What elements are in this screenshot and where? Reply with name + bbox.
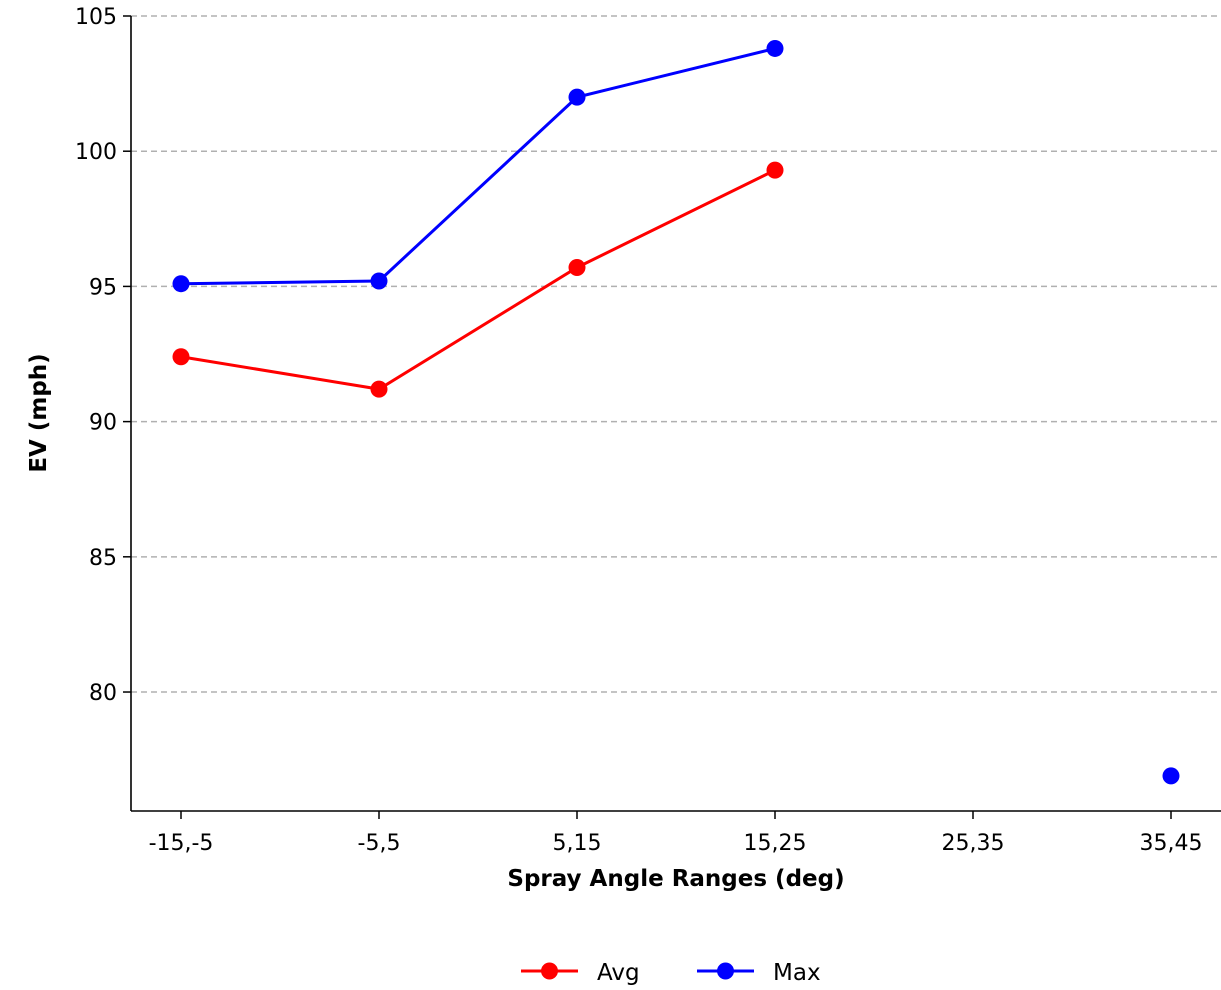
y-axis-title: EV (mph) xyxy=(26,353,52,472)
legend-label-max: Max xyxy=(773,960,821,986)
legend-label-avg: Avg xyxy=(597,960,640,986)
legend: Avg Max xyxy=(521,960,821,986)
legend-marker-max xyxy=(717,962,734,980)
data-point-avg xyxy=(766,161,784,179)
y-tick-label: 105 xyxy=(75,5,117,30)
x-tick-label: -5,5 xyxy=(358,831,401,856)
data-point-max xyxy=(766,39,784,57)
y-tick-label: 80 xyxy=(89,681,117,706)
x-tick-label: 35,45 xyxy=(1140,831,1203,856)
y-tick-label: 85 xyxy=(89,546,117,571)
x-tick-label: 15,25 xyxy=(744,831,807,856)
y-tick-label: 95 xyxy=(89,275,117,300)
y-tick-label: 90 xyxy=(89,411,117,436)
data-point-avg xyxy=(568,258,586,276)
gridlines xyxy=(131,15,1221,693)
x-tick-label: 25,35 xyxy=(942,831,1005,856)
data-point-max xyxy=(568,88,586,106)
data-point-max xyxy=(172,275,190,293)
data-point-max xyxy=(1162,767,1180,785)
x-axis-title: Spray Angle Ranges (deg) xyxy=(507,866,844,892)
x-ticks: -15,-5 -5,5 5,15 15,25 25,35 35,45 xyxy=(149,811,1203,856)
y-ticks: 80 85 90 95 100 105 xyxy=(75,5,131,706)
legend-marker-avg xyxy=(541,962,558,980)
data-point-avg xyxy=(370,380,388,398)
axes xyxy=(130,16,1221,812)
x-tick-label: -15,-5 xyxy=(149,831,214,856)
series-line-max xyxy=(180,46,776,286)
series-avg xyxy=(172,161,784,398)
series-max xyxy=(172,39,1180,785)
data-point-max xyxy=(370,272,388,290)
y-tick-label: 100 xyxy=(75,140,117,165)
data-point-avg xyxy=(172,348,190,366)
series-line-avg xyxy=(180,168,776,391)
series-layer xyxy=(172,39,1180,785)
x-tick-label: 5,15 xyxy=(553,831,602,856)
